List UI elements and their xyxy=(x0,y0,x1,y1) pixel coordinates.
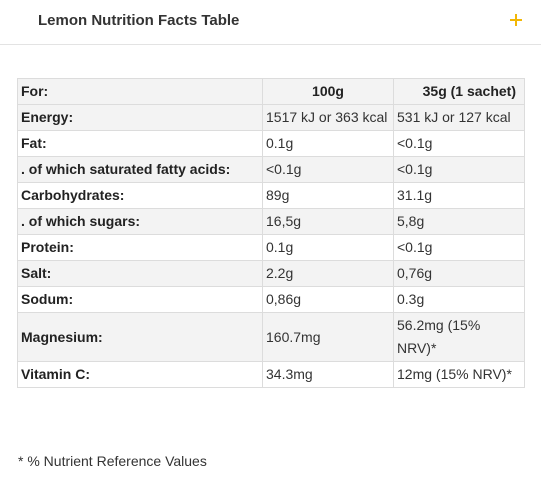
row-label: Magnesium: xyxy=(17,312,263,362)
plus-icon[interactable] xyxy=(507,11,525,29)
table-row: . of which sugars: 16,5g 5,8g xyxy=(17,208,525,235)
row-label: Salt: xyxy=(17,260,263,287)
table-row: Fat: 0.1g <0.1g xyxy=(17,130,525,157)
row-label: Carbohydrates: xyxy=(17,182,263,209)
row-value-sachet: <0.1g xyxy=(393,156,525,183)
row-value-100g: 34.3mg xyxy=(262,361,394,388)
accordion-title[interactable]: Lemon Nutrition Facts Table xyxy=(38,12,240,29)
row-label: Vitamin C: xyxy=(17,361,263,388)
row-value-sachet: 5,8g xyxy=(393,208,525,235)
row-value-sachet: <0.1g xyxy=(393,234,525,261)
row-label: . of which sugars: xyxy=(17,208,263,235)
row-value-100g: 0.1g xyxy=(262,234,394,261)
row-value-sachet: <0.1g xyxy=(393,130,525,157)
table-row: Energy: 1517 kJ or 363 kcal 531 kJ or 127 … xyxy=(17,104,525,131)
header-for: For: xyxy=(17,78,263,105)
table-row: Sodum: 0,86g 0.3g xyxy=(17,286,525,313)
row-label: Sodum: xyxy=(17,286,263,313)
nutrition-table: For: 100g 35g (1 sachet) Energy: 1517 kJ … xyxy=(17,78,525,388)
row-label: Energy: xyxy=(17,104,263,131)
footnote: * % Nutrient Reference Values xyxy=(18,453,207,469)
table-row: Vitamin C: 34.3mg 12mg (15% NRV)* xyxy=(17,361,525,388)
table-header-row: For: 100g 35g (1 sachet) xyxy=(17,78,525,105)
row-value-100g: 0.1g xyxy=(262,130,394,157)
table-row: Protein: 0.1g <0.1g xyxy=(17,234,525,261)
row-value-sachet: 12mg (15% NRV)* xyxy=(393,361,525,388)
row-value-sachet: 0.3g xyxy=(393,286,525,313)
accordion-header[interactable]: Lemon Nutrition Facts Table xyxy=(0,0,541,45)
row-label: . of which saturated fatty acids: xyxy=(17,156,263,183)
row-value-100g: 0,86g xyxy=(262,286,394,313)
row-value-100g: 89g xyxy=(262,182,394,209)
table-row: Magnesium: 160.7mg 56.2mg (15% NRV)* xyxy=(17,312,525,362)
table-row: Salt: 2.2g 0,76g xyxy=(17,260,525,287)
row-label: Protein: xyxy=(17,234,263,261)
row-value-sachet: 531 kJ or 127 kcal xyxy=(393,104,525,131)
row-value-sachet: 56.2mg (15% NRV)* xyxy=(393,312,525,362)
row-value-100g: <0.1g xyxy=(262,156,394,183)
row-value-100g: 2.2g xyxy=(262,260,394,287)
row-value-100g: 1517 kJ or 363 kcal xyxy=(262,104,394,131)
row-value-100g: 160.7mg xyxy=(262,312,394,362)
table-row: Carbohydrates: 89g 31.1g xyxy=(17,182,525,209)
row-label: Fat: xyxy=(17,130,263,157)
row-value-sachet: 0,76g xyxy=(393,260,525,287)
row-value-100g: 16,5g xyxy=(262,208,394,235)
row-value-sachet: 31.1g xyxy=(393,182,525,209)
header-sachet: 35g (1 sachet) xyxy=(393,78,525,105)
header-100g: 100g xyxy=(262,78,394,105)
table-row: . of which saturated fatty acids: <0.1g <0… xyxy=(17,156,525,183)
